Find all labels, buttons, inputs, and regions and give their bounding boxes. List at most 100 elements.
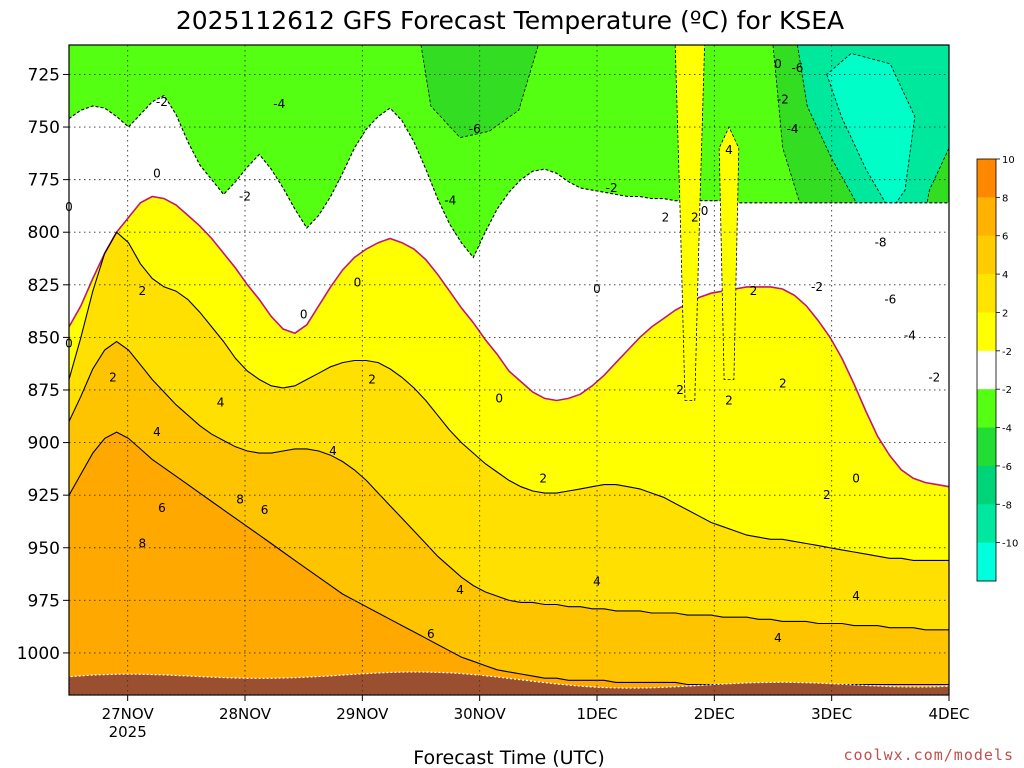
- colorbar-label: 2: [1002, 308, 1008, 319]
- x-axis-label: Forecast Time (UTC): [413, 747, 604, 768]
- colorbar-swatch: [977, 427, 996, 467]
- colorbar-label: -2: [1002, 385, 1012, 396]
- contour-label: 4: [593, 574, 601, 588]
- colorbar-swatch: [977, 389, 996, 429]
- colorbar-swatch: [977, 312, 996, 352]
- contour-label: -4: [787, 122, 799, 136]
- colorbar-label: -6: [1002, 462, 1012, 473]
- contour-label: 4: [774, 631, 782, 645]
- y-tick-label: 725: [28, 65, 60, 85]
- contour-label: -6: [791, 61, 803, 75]
- colorbar-swatch: [977, 235, 996, 275]
- contour-label: 2: [750, 284, 758, 298]
- y-tick-label: 775: [28, 171, 60, 191]
- contour-label: 2: [725, 394, 733, 408]
- pressure-axis: 725 750 775 800 825 850 875 900 925 950 975 1000: [17, 65, 69, 664]
- contour-label: 2: [662, 210, 670, 224]
- contour-label: 4: [217, 396, 225, 410]
- contour-label: 2: [691, 210, 699, 224]
- contour-label: 6: [158, 501, 166, 515]
- contour-label: -4: [444, 194, 456, 208]
- contour-label: 2: [539, 471, 547, 485]
- isotherm-2: [69, 231, 949, 561]
- contour-label: -2: [239, 189, 251, 203]
- contour-label: -8: [875, 236, 887, 250]
- warm-column-dec2a: [674, 45, 706, 401]
- contour-label: 2: [823, 488, 831, 502]
- contour-label: 2: [139, 284, 147, 298]
- contour-label: 4: [725, 143, 733, 157]
- y-tick-label: 800: [28, 223, 60, 243]
- x-tick-label: 29NOV: [336, 705, 389, 723]
- contour-label: -6: [469, 122, 481, 136]
- contour-label: 0: [300, 307, 308, 321]
- colorbar-label: -8: [1002, 500, 1012, 511]
- y-tick-label: 1000: [17, 644, 60, 664]
- contour-label: 8: [236, 492, 244, 506]
- warm-column-dec2b: [718, 126, 740, 380]
- contour-label: 0: [495, 391, 503, 405]
- chart-title: 2025112612 GFS Forecast Temperature (ºC)…: [176, 6, 844, 35]
- contour-label: -2: [928, 370, 940, 384]
- ground-terrain: [69, 671, 949, 695]
- colorbar-legend: -10 -8 -6 -4 -2 -2 2 4 6 8 10: [976, 155, 1018, 582]
- contour-label: 0: [354, 276, 362, 290]
- contour-label: 0: [774, 57, 782, 71]
- contour-label: 2: [368, 372, 376, 386]
- contour-label: 2: [779, 377, 787, 391]
- colorbar-swatch: [977, 465, 996, 505]
- colorbar-swatch: [977, 197, 996, 237]
- x-tick-label: 28NOV: [219, 705, 272, 723]
- colorbar-swatch: [977, 159, 996, 198]
- contour-label: 6: [261, 503, 269, 517]
- contour-label: -2: [156, 95, 168, 109]
- y-tick-label: 925: [28, 486, 60, 506]
- colorbar-swatch: [977, 504, 996, 544]
- contour-label: -2: [777, 93, 789, 107]
- colorbar-frame: [976, 158, 997, 582]
- colorbar-label: 10: [1002, 155, 1015, 166]
- colorbar-swatch: [977, 350, 996, 390]
- y-tick-label: 875: [28, 381, 60, 401]
- plot-area: [69, 45, 949, 695]
- contour-label: 0: [593, 282, 601, 296]
- x-tick-label: 30NOV: [454, 705, 507, 723]
- x-tick-label: 4DEC: [928, 705, 969, 723]
- x-tick-label: 1DEC: [576, 705, 617, 723]
- contour-label: 6: [427, 627, 435, 641]
- x-tick-label: 27NOV: [102, 705, 155, 723]
- colorbar-swatch: [977, 542, 996, 582]
- colorbar-label: -10: [1002, 539, 1018, 550]
- contour-label: 4: [456, 583, 464, 597]
- contour-label: 2: [676, 383, 684, 397]
- band-minus8-dec3: [826, 52, 916, 212]
- colorbar-label: 4: [1002, 270, 1008, 281]
- y-tick-label: 900: [28, 434, 60, 454]
- contour-label: 0: [153, 166, 161, 180]
- contour-label: 2: [109, 370, 117, 384]
- y-tick-label: 825: [28, 276, 60, 296]
- contour-label: 0: [852, 471, 860, 485]
- grid-lines: [69, 45, 950, 695]
- contour-label: 4: [852, 589, 860, 603]
- contour-label: -2: [811, 280, 823, 294]
- colorbar-label: 6: [1002, 232, 1008, 243]
- colorbar-label: 8: [1002, 193, 1008, 204]
- contour-label: 4: [329, 444, 337, 458]
- contour-label: 8: [139, 537, 147, 551]
- colorbar-swatch: [977, 274, 996, 313]
- contour-label: -2: [606, 181, 618, 195]
- plot-frame: [68, 44, 950, 696]
- band-plus8: [69, 432, 949, 695]
- x-tick-label: 3DEC: [811, 705, 852, 723]
- contour-label: -6: [884, 293, 896, 307]
- y-tick-label: 750: [28, 118, 60, 138]
- x-tick-label: 2DEC: [694, 705, 735, 723]
- contour-label: -4: [904, 328, 916, 342]
- isotherm-0: [69, 195, 949, 488]
- y-tick-label: 850: [28, 328, 60, 348]
- contour-label: -4: [273, 97, 285, 111]
